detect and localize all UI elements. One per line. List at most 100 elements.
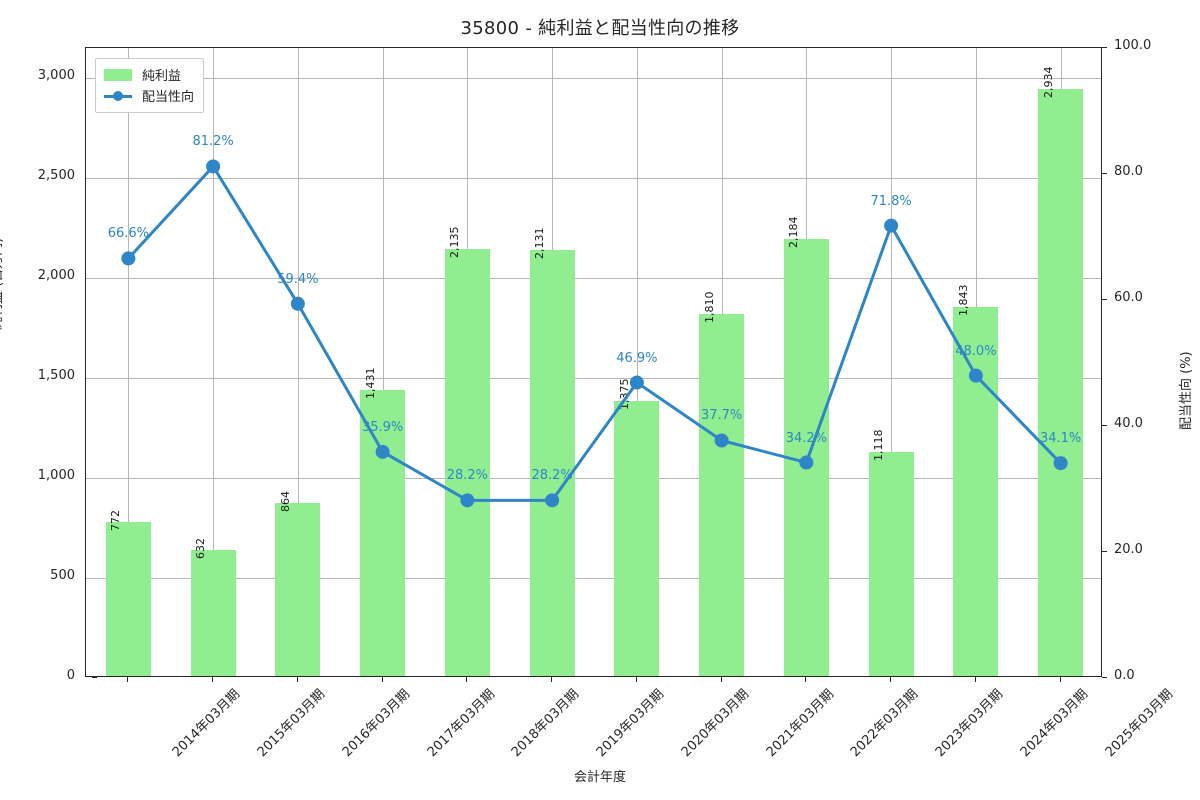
- y-tick-label-left: 0: [66, 668, 75, 683]
- bar: [105, 521, 151, 676]
- bar: [190, 549, 236, 676]
- line-marker: [290, 296, 305, 311]
- y-axis-left-label: 純利益 (百万円): [0, 237, 5, 330]
- y-tick-right: [1102, 47, 1107, 48]
- line-marker-icon: [104, 90, 132, 102]
- x-axis-label: 会計年度: [573, 770, 626, 785]
- gridline-vertical: [636, 48, 638, 676]
- x-tick: [212, 677, 214, 682]
- gridline-horizontal: [86, 378, 1101, 379]
- legend-label-net-income: 純利益: [142, 69, 182, 84]
- x-tick: [805, 677, 807, 682]
- line-marker: [799, 455, 814, 470]
- x-tick: [974, 677, 976, 682]
- legend-label-payout-ratio: 配当性向: [142, 90, 195, 105]
- gridline-vertical: [891, 48, 893, 676]
- x-tick-label: 2018年03月期: [509, 686, 583, 761]
- x-tick: [890, 677, 892, 682]
- line-value-label: 46.9%: [616, 350, 658, 366]
- line-value-label: 28.2%: [531, 468, 573, 484]
- y-tick-label-left: 2,000: [37, 268, 75, 283]
- y-tick-label-left: 1,500: [37, 368, 75, 383]
- x-tick-label: 2025年03月期: [1102, 686, 1176, 761]
- line-marker: [545, 493, 560, 508]
- line-path: [126, 164, 1063, 502]
- x-tick: [296, 677, 298, 682]
- bar: [868, 452, 914, 676]
- line-marker: [121, 251, 136, 266]
- bar: [699, 314, 745, 676]
- line-marker: [968, 368, 983, 383]
- x-tick: [720, 677, 722, 682]
- gridline-vertical: [128, 48, 130, 676]
- y-tick-label-right: 80.0: [1114, 164, 1143, 179]
- bar-swatch-icon: [104, 68, 132, 81]
- line-marker: [460, 493, 475, 508]
- line-series: [121, 159, 1068, 508]
- bar: [360, 389, 406, 676]
- gridline-vertical: [382, 48, 384, 676]
- legend-item-payout-ratio: 配当性向: [104, 85, 194, 106]
- gridline-horizontal: [86, 178, 1101, 179]
- gridline-vertical: [213, 48, 215, 676]
- y-tick-label-right: 60.0: [1114, 290, 1143, 305]
- y-tick-right: [1102, 677, 1107, 678]
- gridline-horizontal: [86, 78, 1101, 79]
- x-tick-label: 2021年03月期: [763, 686, 837, 761]
- x-tick: [551, 677, 553, 682]
- y-tick-right: [1102, 173, 1107, 174]
- y-tick-right: [1102, 551, 1107, 552]
- line-value-label: 71.8%: [870, 193, 912, 209]
- line-marker: [629, 375, 644, 390]
- line-value-label: 59.4%: [277, 271, 319, 287]
- gridline-horizontal: [86, 278, 1101, 279]
- plot-area: 772 632 864 1,431 2,135 2,131 1,375 1,810 2,184 1…: [85, 47, 1102, 677]
- bar: [614, 401, 660, 676]
- chart-legend: 純利益 配当性向: [95, 58, 205, 113]
- x-tick-label: 2023年03月期: [932, 686, 1007, 761]
- x-tick: [1059, 677, 1061, 682]
- y-tick-right: [1102, 425, 1107, 426]
- bar: [529, 249, 575, 676]
- x-tick: [466, 677, 468, 682]
- gridline-horizontal: [86, 578, 1101, 579]
- x-tick-label: 2015年03月期: [254, 686, 329, 761]
- bar: [1038, 89, 1084, 676]
- line-value-label: 66.6%: [107, 226, 150, 242]
- line-value-label: 34.1%: [1039, 431, 1082, 447]
- x-tick: [127, 677, 129, 682]
- line-marker: [714, 433, 729, 448]
- line-value-label: 34.2%: [785, 430, 828, 446]
- y-tick-label-right: 20.0: [1114, 542, 1143, 557]
- line-marker: [206, 159, 221, 174]
- bar: [444, 249, 490, 676]
- x-tick-label: 2020年03月期: [678, 686, 752, 761]
- gridline-vertical: [297, 48, 299, 676]
- x-tick-label: 2016年03月期: [339, 686, 413, 761]
- gridline-horizontal: [86, 478, 1101, 479]
- y-tick-label-left: 2,500: [37, 168, 75, 183]
- line-marker: [884, 218, 899, 233]
- x-tick: [635, 677, 637, 682]
- x-tick-label: 2019年03月期: [593, 686, 668, 761]
- line-value-label: 35.9%: [361, 419, 404, 435]
- x-tick-label: 2014年03月期: [170, 686, 244, 761]
- y-tick-left: [92, 677, 97, 678]
- y-tick-label-right: 100.0: [1114, 38, 1152, 53]
- y-tick-right: [1102, 299, 1107, 300]
- y-tick-label-left: 500: [50, 568, 75, 583]
- x-tick-label: 2022年03月期: [848, 686, 922, 761]
- legend-item-net-income: 純利益: [104, 64, 194, 85]
- chart-title: 35800 - 純利益と配当性向の推移: [460, 18, 740, 39]
- y-tick-label-right: 0.0: [1114, 668, 1135, 683]
- line-value-label: 28.2%: [446, 468, 489, 484]
- line-value-label: 48.0%: [955, 343, 997, 359]
- y-tick-label-left: 3,000: [37, 68, 75, 83]
- line-marker: [1053, 456, 1068, 471]
- x-tick-label: 2017年03月期: [424, 686, 498, 761]
- bar: [275, 503, 321, 676]
- y-axis-right-label: 配当性向 (%): [1179, 351, 1194, 430]
- line-value-label: 37.7%: [700, 408, 743, 424]
- x-tick: [381, 677, 383, 682]
